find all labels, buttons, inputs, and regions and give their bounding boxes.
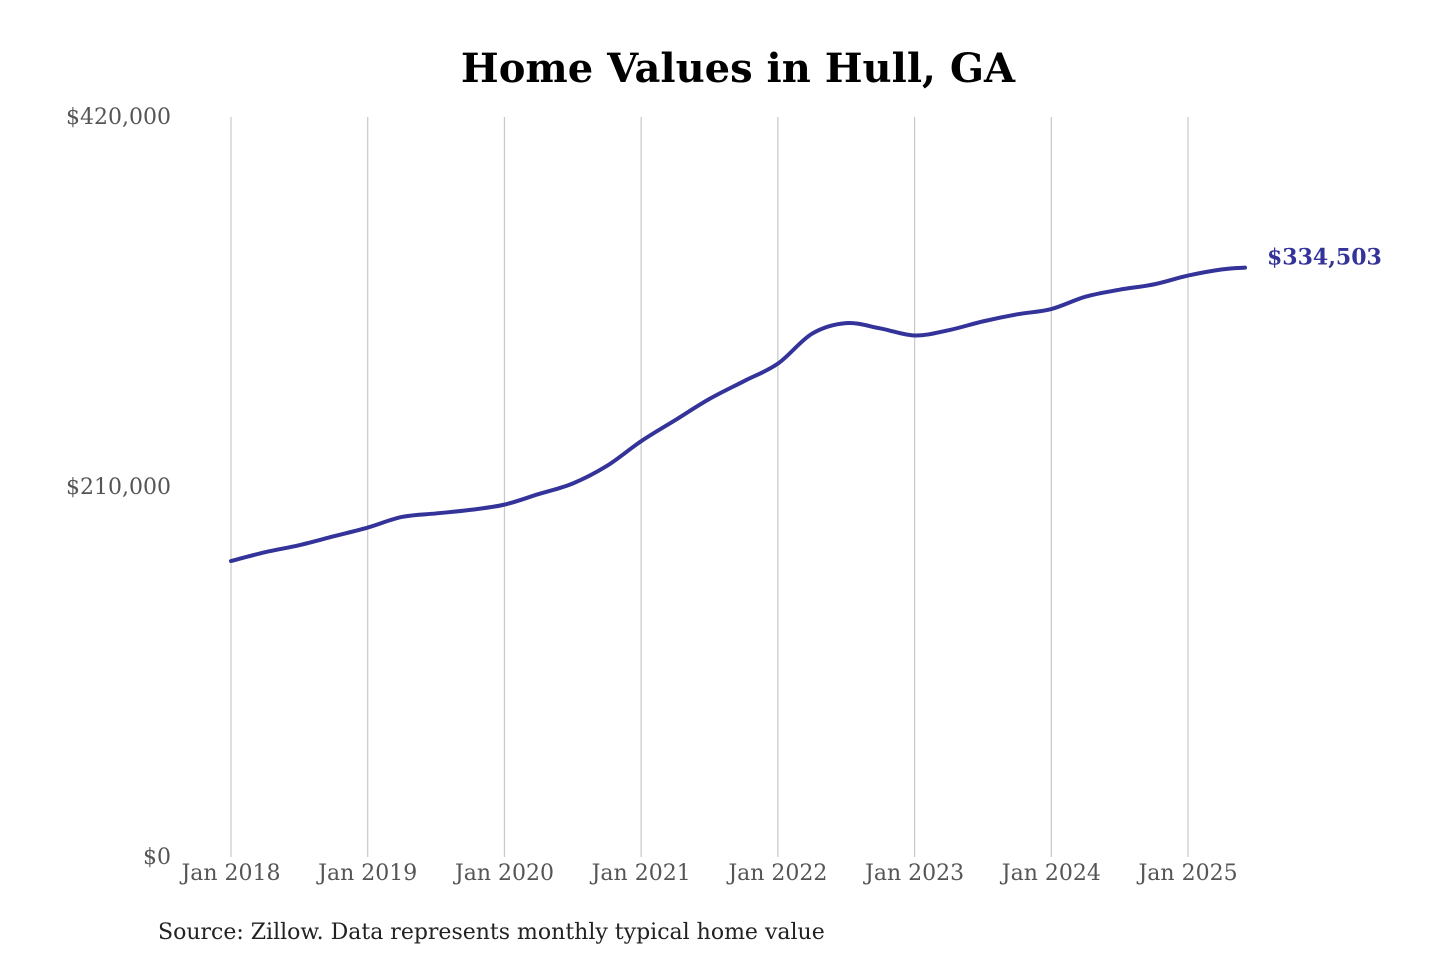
chart-title: Home Values in Hull, GA bbox=[461, 45, 1016, 92]
x-tick-label: Jan 2018 bbox=[179, 861, 280, 886]
x-tick-label: Jan 2023 bbox=[863, 861, 964, 886]
x-tick-label: Jan 2025 bbox=[1136, 861, 1237, 886]
y-tick-label: $210,000 bbox=[66, 475, 171, 500]
x-tick-label: Jan 2021 bbox=[590, 861, 691, 886]
end-value-label: $334,503 bbox=[1267, 245, 1382, 271]
x-tick-label: Jan 2024 bbox=[1000, 861, 1101, 886]
y-axis: $0 $210,000 $420,000 bbox=[66, 105, 171, 870]
series-line-0 bbox=[229, 265, 1247, 563]
series-layer: $334,503 bbox=[229, 245, 1382, 563]
y-tick-label: $0 bbox=[143, 845, 171, 870]
x-tick-label: Jan 2022 bbox=[726, 861, 827, 886]
x-tick-label: Jan 2019 bbox=[316, 861, 417, 886]
x-tick-label: Jan 2020 bbox=[453, 861, 554, 886]
y-tick-label: $420,000 bbox=[66, 105, 171, 130]
gridlines bbox=[230, 117, 1189, 857]
source-note: Source: Zillow. Data represents monthly … bbox=[158, 920, 825, 945]
x-axis: Jan 2018 Jan 2019 Jan 2020 Jan 2021 Jan 2022… bbox=[179, 861, 1237, 886]
